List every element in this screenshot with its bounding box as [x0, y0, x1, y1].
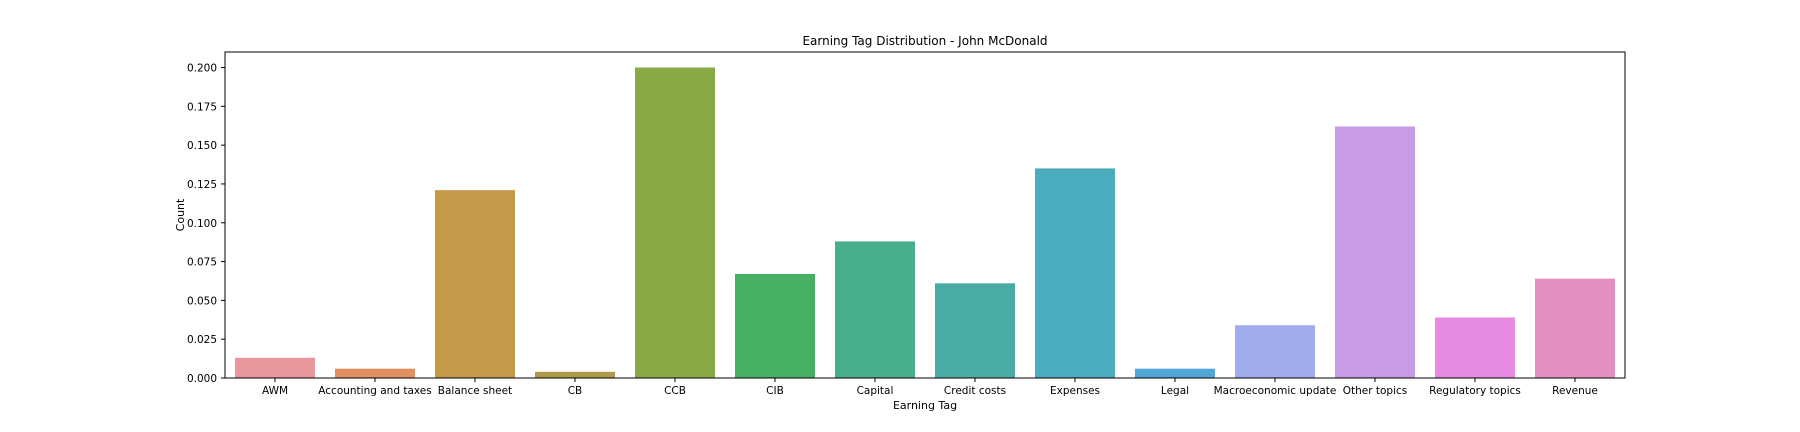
y-tick-label: 0.125: [187, 179, 217, 191]
y-tick-label: 0.025: [187, 334, 217, 346]
y-tick-label: 0.100: [187, 218, 217, 230]
bar-other-topics: [1335, 126, 1415, 378]
bar-ccb: [635, 67, 715, 379]
y-tick-label: 0.200: [187, 63, 217, 75]
bar-accounting-and-taxes: [335, 368, 415, 378]
y-tick-label: 0.150: [187, 140, 217, 152]
y-tick-label: 0.050: [187, 295, 217, 307]
x-axis-label: Earning Tag: [893, 399, 957, 412]
y-tick-label: 0.075: [187, 257, 217, 269]
bar-expenses: [1035, 168, 1115, 378]
x-tick-label: CCB: [664, 385, 686, 397]
x-tick-label: CB: [568, 385, 583, 397]
x-tick-label: AWM: [262, 385, 288, 397]
bar-legal: [1135, 368, 1215, 378]
x-tick-label: Other topics: [1343, 385, 1408, 397]
x-tick-label: Regulatory topics: [1429, 385, 1521, 397]
bar-balance-sheet: [435, 190, 515, 378]
x-tick-label: Capital: [857, 385, 894, 397]
y-tick-label: 0.175: [187, 101, 217, 113]
bar-macroeconomic-update: [1235, 325, 1315, 378]
y-axis-label: Count: [174, 198, 187, 231]
chart-title: Earning Tag Distribution - John McDonald: [802, 34, 1047, 48]
bar-awm: [235, 357, 315, 378]
x-tick-label: Credit costs: [944, 385, 1006, 397]
x-tick-label: Balance sheet: [438, 385, 512, 397]
bar-regulatory-topics: [1435, 317, 1515, 378]
bar-capital: [835, 241, 915, 378]
y-axis: 0.000 0.025 0.050 0.075 0.100 0.125 0.150 0.175…: [187, 63, 225, 385]
x-tick-label: Expenses: [1050, 385, 1100, 397]
x-tick-label: Macroeconomic update: [1214, 385, 1337, 397]
bar-credit-costs: [935, 283, 1015, 378]
bars-group: [235, 67, 1615, 379]
x-tick-label: Legal: [1161, 385, 1189, 397]
bar-cib: [735, 273, 815, 378]
bar-cb: [535, 371, 615, 378]
x-tick-label: Revenue: [1552, 385, 1598, 397]
x-axis: AWM Accounting and taxes Balance sheet CB CC…: [262, 378, 1598, 397]
y-tick-label: 0.000: [187, 373, 217, 385]
x-tick-label: CIB: [766, 385, 784, 397]
plot-frame: [224, 51, 1626, 379]
bar-revenue: [1535, 278, 1615, 378]
x-tick-label: Accounting and taxes: [318, 385, 431, 397]
